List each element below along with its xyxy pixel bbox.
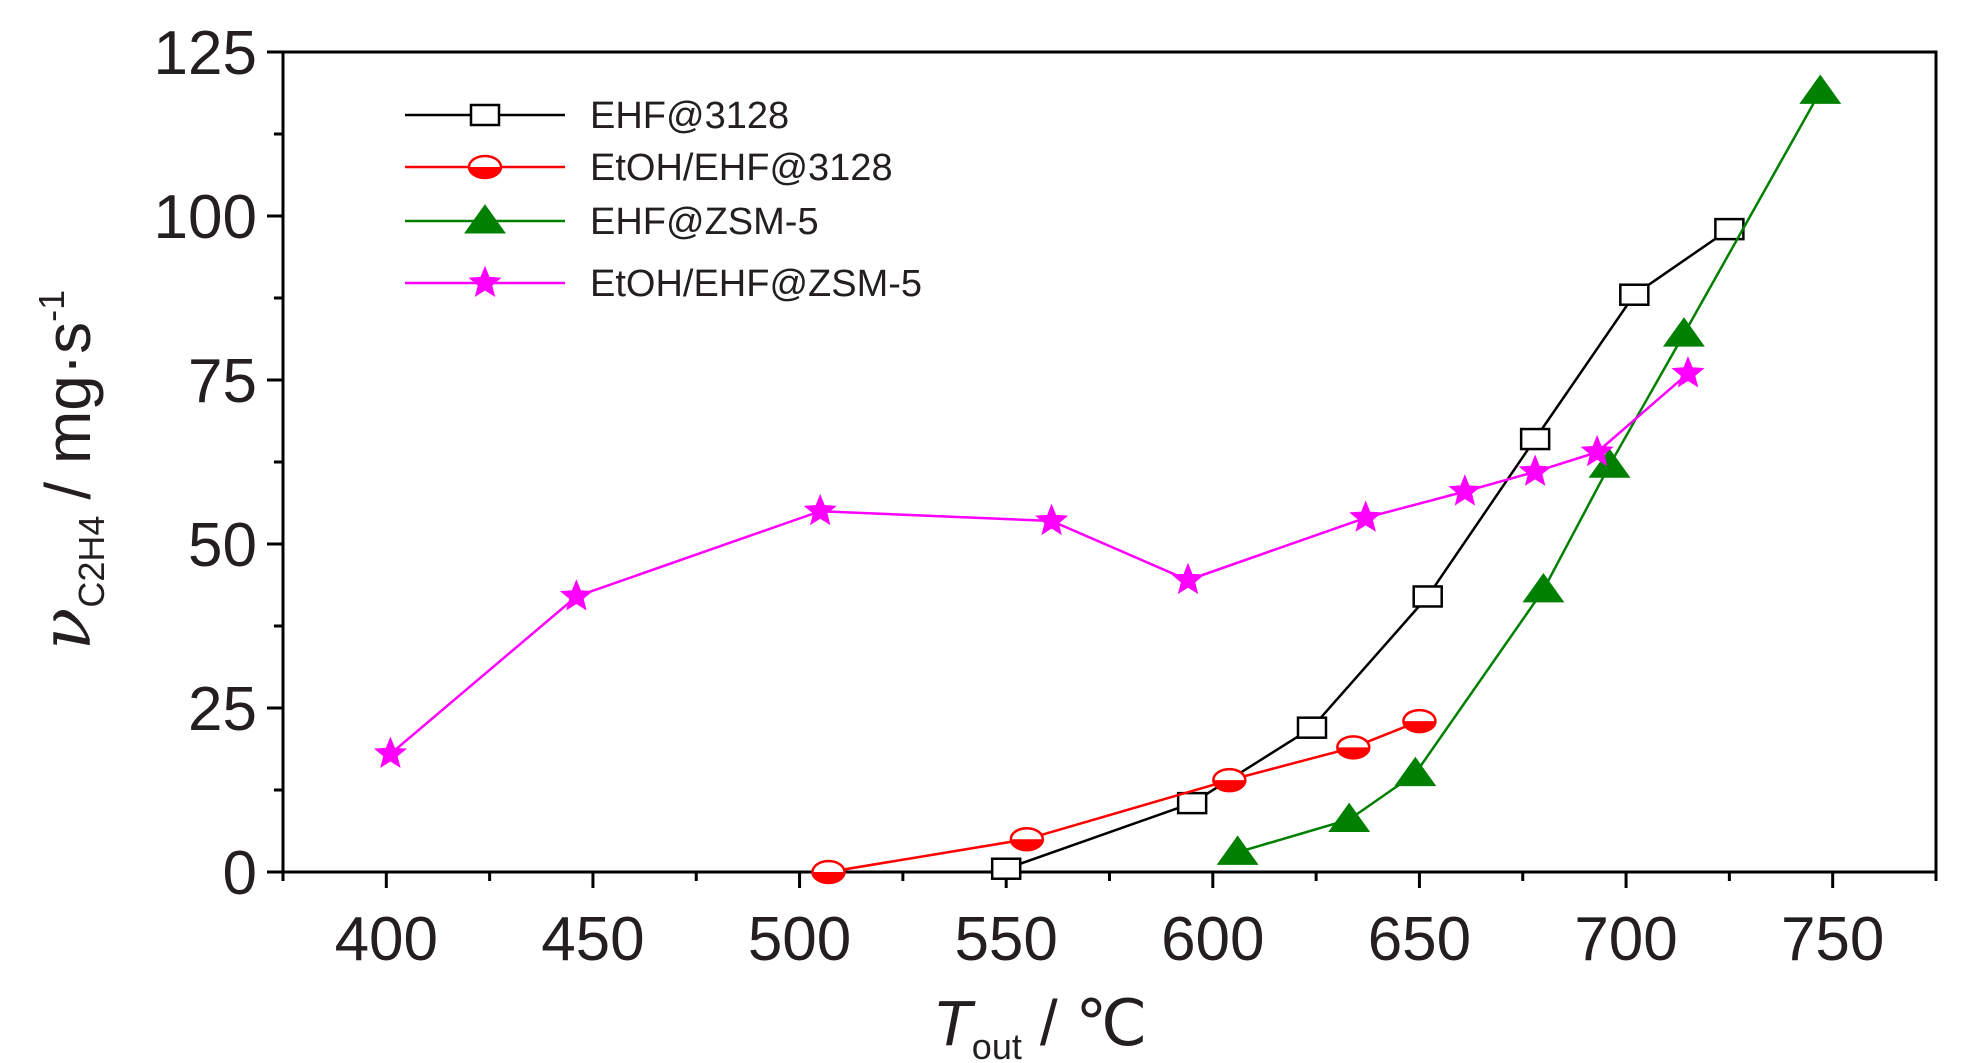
x-tick-label: 650	[1368, 905, 1471, 974]
x-tick-label: 600	[1161, 905, 1264, 974]
legend-label: EtOH/EHF@ZSM-5	[590, 263, 922, 305]
series-ehf-zsm-5	[1216, 74, 1842, 865]
y-tick-label: 100	[154, 183, 257, 252]
data-point	[1662, 317, 1705, 347]
data-point	[1328, 802, 1371, 833]
data-point	[1171, 562, 1205, 595]
y-tick-label: 25	[188, 675, 257, 744]
x-tick-label: 550	[954, 905, 1057, 974]
data-point	[1799, 74, 1842, 104]
data-point	[1580, 434, 1614, 467]
data-point	[1588, 448, 1631, 478]
series-etoh-ehf-zsm-5	[373, 356, 1705, 769]
data-point	[1176, 791, 1208, 815]
data-point	[1336, 735, 1371, 760]
data-point	[373, 736, 407, 769]
data-point	[1212, 767, 1247, 793]
legend-marker	[464, 204, 506, 234]
x-tick-label: 400	[335, 905, 438, 974]
data-point	[1402, 708, 1437, 734]
y-tick-label: 50	[188, 511, 257, 580]
legend-entry: EtOH/EHF@ZSM-5	[405, 263, 922, 305]
y-tick-labels: 0 25 50 75 100 125	[154, 19, 257, 908]
data-point	[1522, 573, 1565, 603]
data-point	[1519, 427, 1551, 451]
y-tick-label: 0	[223, 839, 257, 908]
data-point	[1035, 503, 1069, 536]
series-ehf-3128	[990, 217, 1745, 880]
legend-entry: EtOH/EHF@3128	[405, 147, 893, 189]
data-point	[1009, 826, 1045, 852]
series-layer	[373, 74, 1842, 885]
series-line	[828, 719, 1420, 874]
legend-entry: EHF@ZSM-5	[405, 201, 819, 243]
data-point	[1619, 283, 1650, 306]
x-axis-label: Tout / ℃	[933, 987, 1148, 1063]
data-point	[1671, 356, 1705, 388]
x-tick-label: 750	[1781, 905, 1884, 974]
data-point	[1296, 716, 1328, 739]
legend-marker	[467, 154, 503, 180]
y-axis-label: νC2H4/ mg·s-1	[25, 290, 112, 650]
plot-border	[281, 50, 1938, 874]
legend-label: EtOH/EHF@3128	[590, 147, 893, 189]
data-point	[803, 493, 837, 526]
data-point	[1518, 454, 1552, 486]
series-etoh-ehf-3128	[811, 708, 1437, 885]
legend-marker	[468, 265, 502, 297]
legend-label: EHF@ZSM-5	[590, 201, 819, 243]
x-tick-labels: 400 450 500 550 600 650 700 750	[335, 905, 1885, 974]
data-point	[990, 857, 1022, 880]
data-point	[559, 579, 593, 611]
legend-marker	[469, 103, 501, 127]
data-point	[1216, 835, 1259, 865]
y-tick-label: 75	[188, 347, 257, 416]
data-point	[1349, 500, 1383, 532]
x-tick-label: 700	[1574, 905, 1677, 974]
legend-label: EHF@3128	[590, 95, 789, 137]
series-line	[389, 372, 1689, 755]
data-point	[1412, 585, 1443, 608]
legend-entry: EHF@3128	[405, 95, 789, 137]
axis-ticks	[267, 50, 1938, 888]
legend: EHF@3128 EtOH/EHF@3128 EHF@ZSM-5 EtOH/EHF@Z…	[405, 95, 922, 305]
y-tick-label: 125	[154, 19, 257, 88]
x-tick-label: 500	[748, 905, 851, 974]
x-tick-label: 450	[541, 905, 644, 974]
data-point	[1448, 474, 1482, 506]
data-point	[1394, 756, 1437, 787]
data-point	[811, 859, 846, 885]
plot-frame	[281, 50, 1938, 874]
